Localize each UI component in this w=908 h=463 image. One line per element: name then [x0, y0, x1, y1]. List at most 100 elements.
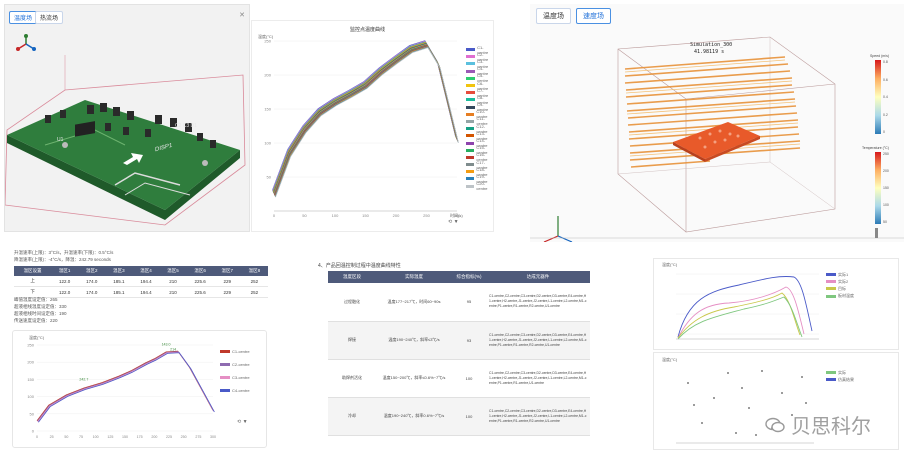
legend-swatch: [826, 378, 836, 382]
pcb-view-panel: 温度场 热流场 ✕: [4, 4, 250, 232]
close-icon[interactable]: ✕: [239, 12, 245, 19]
legend-item[interactable]: C20-centre: [466, 181, 493, 192]
series-line: [273, 42, 457, 194]
legend-item: 目标: [826, 285, 854, 292]
speed-tick: 0: [883, 130, 885, 134]
table-header: 实际温度: [376, 271, 452, 283]
legend-item: 板材温度: [826, 293, 854, 300]
table-cell: 122.0: [51, 286, 79, 298]
legend-swatch: [220, 350, 230, 353]
legend-swatch: [466, 48, 476, 52]
legend-item: 实际2: [826, 278, 854, 285]
legend-item[interactable]: C2-centre: [220, 358, 264, 371]
legend-item: 实际: [826, 369, 854, 376]
x-tick-label: 150: [122, 435, 128, 439]
legend-label: 实际: [838, 369, 846, 375]
table-cell: 194.4: [132, 286, 160, 298]
zone-settings-table: 温区设置 温区1 温区2 温区3 温区4 温区5 温区6 温区7 温区8 上 1…: [14, 266, 268, 298]
series-line: [274, 45, 459, 196]
table-cell: 过程融化: [328, 283, 376, 322]
y-tick-label: 150: [27, 377, 34, 382]
y-tick-label: 150: [264, 107, 271, 112]
x-tick-label: 275: [195, 435, 201, 439]
table-header: 综合指标(%): [452, 271, 486, 283]
legend-item[interactable]: C19-centre: [466, 174, 493, 184]
y-tick-label: 50: [30, 411, 35, 416]
legend-item[interactable]: C8-centre: [466, 94, 493, 105]
legend-item[interactable]: C18-centre: [466, 167, 493, 177]
series-line: [274, 46, 459, 197]
legend-swatch: [220, 363, 230, 366]
tab-sim-velocity[interactable]: 速度场: [576, 8, 611, 24]
right-top-legend: 实际1 实际2 目标 板材温度: [826, 271, 854, 300]
legend-label: 板材温度: [838, 293, 854, 299]
legend-label: C8-centre: [477, 94, 489, 105]
x-tick-label: 0: [36, 435, 38, 439]
x-tick-label: 300: [454, 213, 461, 218]
sim3d-title-line1: Simulation_300: [690, 42, 733, 48]
legend-item[interactable]: C9-centre: [466, 102, 493, 112]
table-cell: 下: [14, 286, 52, 298]
pcb-label-components: C2 C3 D1: [175, 123, 197, 129]
table-row: 冷却 温度190~240℃，斜率0.6%~7℃/s 100 C1-centre,…: [328, 397, 590, 436]
series-line: [272, 40, 456, 191]
legend-item[interactable]: C4-centre: [220, 384, 264, 397]
legend-item[interactable]: C13-centre: [466, 131, 493, 141]
series-line: [273, 44, 458, 195]
table-row: 上 122.0 174.0 185.1 194.4 210 225.6 229 …: [14, 276, 268, 287]
legend-item[interactable]: C1-centre: [466, 45, 493, 55]
legend-item[interactable]: C14-centre: [466, 138, 493, 148]
right-bottom-ylabel: 温度(°C): [662, 357, 678, 362]
legend-swatch: [466, 155, 475, 159]
legend-item[interactable]: C11-centre: [466, 116, 493, 127]
legend-item[interactable]: C2-centre: [466, 52, 493, 62]
legend-item[interactable]: C7-centre: [466, 87, 493, 98]
series-line: [272, 41, 457, 192]
series-line: [272, 41, 457, 192]
legend-label: C16-centre: [476, 152, 488, 163]
legend-item[interactable]: C12-centre: [466, 124, 493, 134]
bottom-chart-toolbar[interactable]: ⟲ ▼: [237, 419, 248, 425]
legend-item[interactable]: C3-centre: [466, 58, 493, 69]
sim3d-scene[interactable]: [530, 4, 904, 242]
table-cell: 95: [452, 283, 486, 322]
table-header: 温区8: [240, 266, 268, 276]
curve-chart-ylabel: 温度(°C): [258, 34, 274, 39]
legend-item[interactable]: C1-centre: [220, 345, 264, 358]
curve-chart-toolbar[interactable]: ⟲ ▼: [448, 219, 459, 225]
series-line: [275, 47, 459, 198]
data-label: 143.0: [162, 342, 171, 346]
temperature-colorbar-ticks: 250 200 150 100 50: [883, 152, 889, 224]
tab-heat-flow-field[interactable]: 热流场: [35, 11, 64, 24]
series-line: [274, 46, 459, 198]
legend-label: C7-centre: [477, 87, 489, 98]
legend-swatch: [466, 105, 476, 109]
table-cell: C1-centre,C2-centre,C3-centre,D2-centre,…: [486, 321, 590, 360]
legend-item[interactable]: C4-centre: [466, 66, 493, 77]
legend-item[interactable]: C16-centre: [466, 152, 493, 163]
legend-item[interactable]: C3-centre: [220, 371, 264, 384]
x-tick-label: 200: [393, 213, 400, 218]
legend-label: C3-centre: [477, 58, 489, 69]
legend-item[interactable]: C15-centre: [466, 145, 493, 155]
legend-label: C4-centre: [477, 66, 489, 77]
temperature-tick: 150: [883, 186, 889, 190]
axis-gizmo-icon[interactable]: [15, 33, 37, 55]
legend-swatch: [466, 141, 475, 145]
tab-temperature-field[interactable]: 温度场: [9, 11, 38, 24]
x-tick-label: 300: [210, 435, 216, 439]
legend-item[interactable]: C17-centre: [466, 160, 493, 170]
legend-label: C10-centre: [476, 109, 488, 120]
series-line: [37, 351, 215, 422]
legend-label: C20-centre: [476, 181, 488, 192]
summary-line: 降温速率(上限)：-4°C/s，降温：242.79 seconds: [14, 257, 111, 262]
tab-sim-temperature[interactable]: 温度场: [536, 8, 571, 24]
legend-label: C2-centre: [232, 362, 250, 367]
y-tick-label: 200: [27, 360, 34, 365]
data-label: 242.7: [79, 378, 88, 382]
legend-label: C11-centre: [476, 116, 488, 127]
pcb-3d-model[interactable]: [5, 45, 249, 231]
legend-item[interactable]: C10-centre: [466, 109, 493, 120]
legend-item[interactable]: C6-centre: [466, 81, 493, 91]
legend-item[interactable]: C5-centre: [466, 73, 493, 83]
